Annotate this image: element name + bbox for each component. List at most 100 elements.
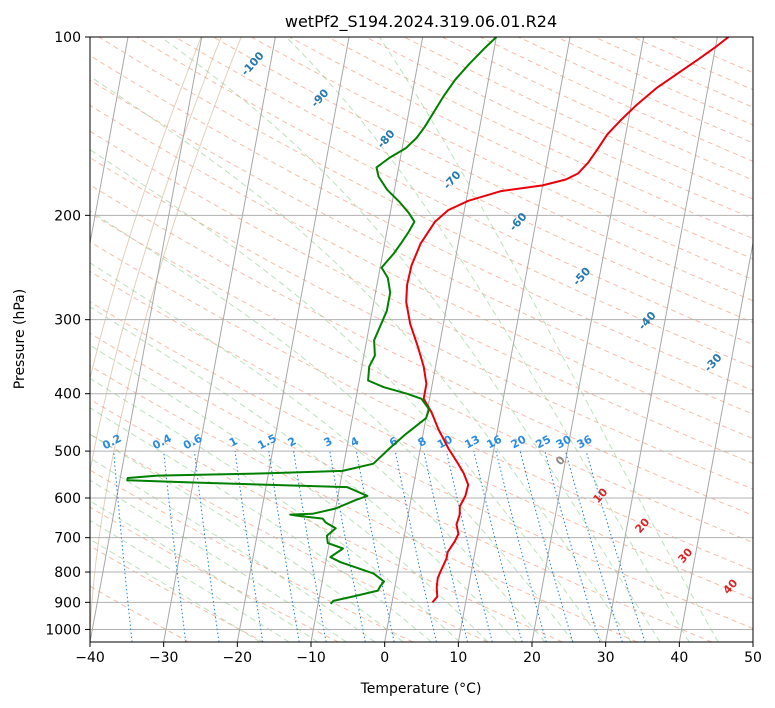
moist-adiabat (90, 479, 347, 642)
isotherm-label: -20 (768, 390, 775, 414)
mixing-ratio-label: 20 (509, 433, 529, 452)
mixing-ratio-line (355, 451, 395, 642)
isotherm-label: -60 (507, 210, 530, 234)
mixing-ratio-line (544, 450, 601, 642)
y-tick-label: 800 (54, 565, 81, 581)
moist-adiabat (90, 538, 261, 642)
y-tick-label: 900 (54, 595, 81, 611)
mixing-ratio-line (329, 451, 366, 642)
x-tick-label: −30 (149, 650, 179, 666)
x-tick-label: 10 (449, 650, 467, 666)
moist-adiabat (378, 37, 719, 642)
mixing-ratio-line (564, 450, 623, 642)
mixing-ratio-line (234, 451, 264, 642)
moist-adiabat (90, 500, 319, 642)
dry-adiabat (90, 398, 563, 642)
moist-adiabat (90, 433, 404, 642)
moist-adiabat (90, 306, 517, 642)
dry-adiabat (90, 545, 264, 642)
dry-adiabat (90, 241, 753, 571)
dry-adiabat (90, 212, 753, 544)
dry-adiabat (90, 184, 753, 516)
dry-adiabat (90, 365, 638, 642)
moist-adiabat (90, 407, 432, 642)
tan-curve (90, 37, 242, 642)
isotherm-label: -80 (375, 127, 398, 151)
x-tick-label: 50 (744, 650, 762, 666)
mixing-ratio-label: 25 (533, 433, 553, 452)
mixing-ratio-label: 36 (575, 433, 595, 452)
dry-adiabat (90, 506, 339, 642)
x-tick-label: −20 (223, 650, 253, 666)
mixing-ratio-line (193, 451, 220, 642)
isotherm-line (531, 37, 645, 642)
mixing-ratio-label: 0.6 (181, 432, 205, 453)
isotherm-label: -50 (570, 265, 593, 289)
moist-adiabat (90, 149, 603, 642)
chart-title: wetPf2_S194.2024.319.06.01.R24 (285, 12, 557, 32)
mixing-ratio-line (519, 450, 574, 642)
y-tick-label: 600 (54, 491, 81, 507)
mixing-ratio-label: 0.4 (150, 432, 174, 453)
y-axis-label: Pressure (hPa) (12, 289, 28, 389)
moist-adiabat (90, 262, 546, 642)
isotherm-line (90, 37, 129, 246)
isotherm-line (163, 37, 276, 642)
isotherm-line (457, 37, 571, 642)
y-tick-label: 700 (54, 531, 81, 547)
dry-adiabat (365, 37, 753, 220)
temperature-line (405, 37, 730, 603)
moist-adiabat (160, 37, 661, 642)
dry-adiabat (90, 157, 753, 490)
isotherm-label: -100 (239, 49, 267, 78)
dry-adiabat (212, 37, 753, 302)
plot-area: 0.1 0.2 0.4 0.6 1 1.5 2 3 4 6 8 10 13 16 20 25 30 36-100-… (90, 37, 775, 642)
isotherm-label: -70 (441, 168, 464, 192)
mixing-ratio-label: 30 (554, 433, 574, 452)
moist-adiabat (285, 37, 690, 642)
dry-adiabat (90, 585, 190, 642)
dry-adiabat (556, 37, 753, 126)
moist-adiabat (90, 344, 489, 642)
dry-adiabat (403, 37, 753, 200)
moist-adiabat-label: 30 (675, 545, 695, 565)
isotherm-line (605, 37, 718, 642)
dry-adiabat (136, 37, 753, 346)
isotherm-line (310, 37, 424, 642)
isotherm-line (678, 240, 753, 642)
mixing-ratio-label: 13 (462, 433, 482, 452)
x-tick-label: 0 (380, 650, 389, 666)
mixing-ratio-line (394, 450, 437, 642)
isotherm-label: -30 (702, 351, 725, 375)
x-tick-label: 30 (597, 650, 615, 666)
mixing-ratio-label: 16 (484, 433, 504, 452)
isotherm-line (90, 37, 203, 642)
mixing-ratio-line (163, 451, 187, 642)
mixing-ratio-line (423, 450, 468, 642)
dry-adiabat (632, 37, 753, 91)
x-tick-label: −10 (296, 650, 326, 666)
y-tick-label: 300 (54, 313, 81, 329)
isotherm-line (752, 639, 753, 642)
axes: −40 −30 −20 −10 0 10 20 30 40 5010020030040050060… (45, 30, 762, 666)
moist-adiabat (90, 210, 574, 642)
moist-adiabat (90, 519, 290, 642)
isotherm-line (236, 37, 350, 642)
dry-adiabat (518, 37, 753, 144)
x-axis-label: Temperature (°C) (360, 681, 482, 697)
mixing-ratio-line (293, 451, 327, 642)
dry-adiabat (90, 79, 753, 415)
x-tick-label: 40 (670, 650, 688, 666)
moist-adiabat (90, 75, 632, 642)
y-tick-label: 500 (54, 444, 81, 460)
moist-adiabat-label: 40 (720, 576, 740, 596)
x-tick-label: −40 (75, 650, 105, 666)
moist-adiabat (90, 377, 461, 642)
isotherm-label: -40 (636, 309, 659, 333)
y-tick-label: 200 (54, 208, 81, 224)
mixing-ratio-label: 1 (227, 434, 240, 449)
dry-adiabat (441, 37, 753, 181)
mixing-ratio-line (585, 450, 646, 642)
dry-adiabat (289, 37, 753, 260)
mixing-ratio-line (473, 450, 523, 642)
